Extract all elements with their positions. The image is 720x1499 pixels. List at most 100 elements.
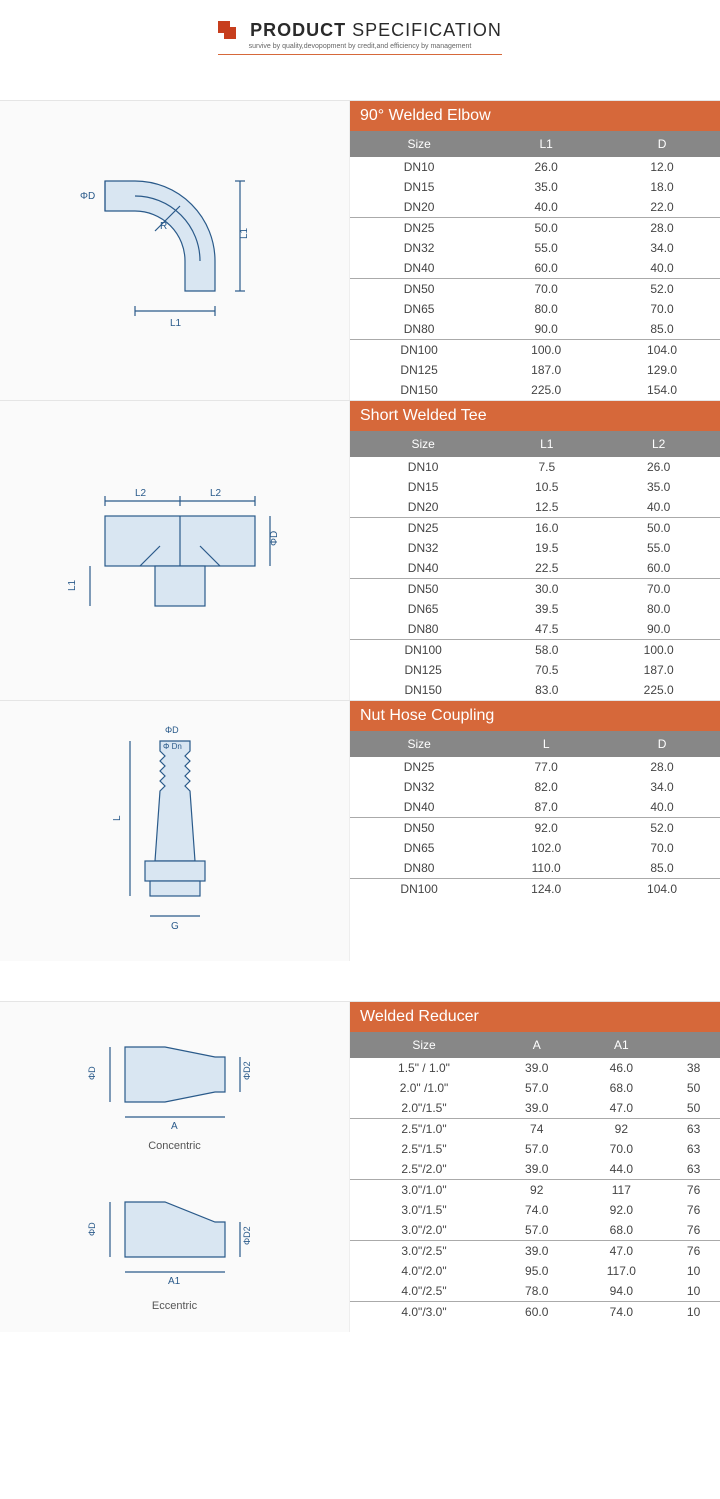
table-cell: 47.0 <box>575 1098 667 1119</box>
table-cell: 39.5 <box>496 599 597 619</box>
col-header <box>667 1032 720 1058</box>
table-cell: 10 <box>667 1302 720 1323</box>
table-cell: 3.0"/1.5" <box>350 1200 498 1220</box>
table-cell: DN125 <box>350 360 488 380</box>
table-cell: 7.5 <box>496 457 597 477</box>
svg-text:L: L <box>112 815 123 821</box>
table-cell: 39.0 <box>498 1159 575 1180</box>
table-cell: 2.5"/1.0" <box>350 1119 498 1140</box>
label-concentric: Concentric <box>148 1140 201 1152</box>
table-cell: 187.0 <box>488 360 604 380</box>
table-cell: 35.0 <box>488 177 604 197</box>
table-cell: 70.5 <box>496 660 597 680</box>
table-row: DN107.526.0 <box>350 457 720 477</box>
table-elbow: 90° Welded Elbow SizeL1D DN1026.012.0DN1… <box>350 101 720 400</box>
table-cell: 2.0"/1.5" <box>350 1098 498 1119</box>
section-title-reducer: Welded Reducer <box>350 1002 720 1032</box>
table-cell: DN100 <box>350 340 488 361</box>
table-cell: DN15 <box>350 177 488 197</box>
table-cell: 55.0 <box>597 538 720 558</box>
table-cell: 74.0 <box>575 1302 667 1323</box>
table-cell: 55.0 <box>488 238 604 258</box>
table-row: DN6539.580.0 <box>350 599 720 619</box>
svg-text:ΦD: ΦD <box>87 1222 97 1236</box>
table-cell: 80.0 <box>597 599 720 619</box>
col-header: L1 <box>496 431 597 457</box>
table-cell: 68.0 <box>575 1078 667 1098</box>
table-cell: DN40 <box>350 797 488 818</box>
svg-text:L1: L1 <box>170 318 182 329</box>
table-cell: 124.0 <box>488 879 604 900</box>
table-row: DN80110.085.0 <box>350 858 720 879</box>
table-cell: DN32 <box>350 777 488 797</box>
col-header: Size <box>350 131 488 157</box>
table-reducer: Welded Reducer SizeAA1 1.5" / 1.0"39.046… <box>350 1002 720 1332</box>
table-cell: 92.0 <box>488 818 604 839</box>
table-cell: DN150 <box>350 380 488 400</box>
table-row: DN2040.022.0 <box>350 197 720 218</box>
table-cell: 34.0 <box>604 777 720 797</box>
table-cell: 187.0 <box>597 660 720 680</box>
svg-text:ΦD: ΦD <box>269 530 280 545</box>
table-cell: 85.0 <box>604 319 720 340</box>
table-row: DN2550.028.0 <box>350 218 720 239</box>
table-cell: 3.0"/1.0" <box>350 1180 498 1201</box>
svg-text:G: G <box>171 921 179 932</box>
table-cell: 68.0 <box>575 1220 667 1241</box>
table-cell: 80.0 <box>488 299 604 319</box>
table-row: DN1510.535.0 <box>350 477 720 497</box>
table-cell: 18.0 <box>604 177 720 197</box>
table-row: DN8090.085.0 <box>350 319 720 340</box>
table-row: DN12570.5187.0 <box>350 660 720 680</box>
table-cell: DN40 <box>350 558 496 579</box>
table-cell: 38 <box>667 1058 720 1078</box>
table-row: DN5070.052.0 <box>350 279 720 300</box>
table-cell: 225.0 <box>488 380 604 400</box>
table-row: DN5030.070.0 <box>350 579 720 600</box>
table-cell: 57.0 <box>498 1220 575 1241</box>
table-cell: 50.0 <box>488 218 604 239</box>
table-cell: 39.0 <box>498 1241 575 1262</box>
table-row: DN4087.040.0 <box>350 797 720 818</box>
table-cell: 52.0 <box>604 818 720 839</box>
table-cell: 28.0 <box>604 218 720 239</box>
table-cell: 50.0 <box>597 518 720 539</box>
table-cell: 28.0 <box>604 757 720 777</box>
table-cell: 50 <box>667 1098 720 1119</box>
section-title-tee: Short Welded Tee <box>350 401 720 431</box>
coupling-svg: ΦD Φ Dn L G <box>105 721 245 941</box>
table-cell: 10.5 <box>496 477 597 497</box>
table-cell: 40.0 <box>604 797 720 818</box>
table-cell: 129.0 <box>604 360 720 380</box>
table-cell: DN100 <box>350 640 496 661</box>
section-title-elbow: 90° Welded Elbow <box>350 101 720 131</box>
col-header: L <box>488 731 604 757</box>
table-row: DN65102.070.0 <box>350 838 720 858</box>
table-cell: DN80 <box>350 319 488 340</box>
table-cell: 34.0 <box>604 238 720 258</box>
svg-text:ΦD2: ΦD2 <box>242 1061 252 1080</box>
table-row: 4.0"/3.0"60.074.010 <box>350 1302 720 1323</box>
table-cell: DN10 <box>350 457 496 477</box>
table-cell: DN50 <box>350 279 488 300</box>
section-coupling: ΦD Φ Dn L G Nut Hose Coupling SizeLD DN2… <box>0 700 720 961</box>
table-row: 2.0"/1.5"39.047.050 <box>350 1098 720 1119</box>
table-cell: 77.0 <box>488 757 604 777</box>
table-cell: DN32 <box>350 538 496 558</box>
table-row: 3.0"/2.0"57.068.076 <box>350 1220 720 1241</box>
table-row: 3.0"/1.0"9211776 <box>350 1180 720 1201</box>
col-header: L2 <box>597 431 720 457</box>
table-cell: DN125 <box>350 660 496 680</box>
table-tee: Short Welded Tee SizeL1L2 DN107.526.0DN1… <box>350 401 720 700</box>
svg-text:R: R <box>160 221 167 232</box>
table-cell: 76 <box>667 1241 720 1262</box>
table-cell: 78.0 <box>498 1281 575 1302</box>
table-row: DN4022.560.0 <box>350 558 720 579</box>
table-row: 2.5"/1.5"57.070.063 <box>350 1139 720 1159</box>
table-cell: DN10 <box>350 157 488 177</box>
svg-text:L1: L1 <box>239 227 250 239</box>
table-cell: 39.0 <box>498 1058 575 1078</box>
table-cell: 117 <box>575 1180 667 1201</box>
table-cell: 47.0 <box>575 1241 667 1262</box>
table-cell: 85.0 <box>604 858 720 879</box>
